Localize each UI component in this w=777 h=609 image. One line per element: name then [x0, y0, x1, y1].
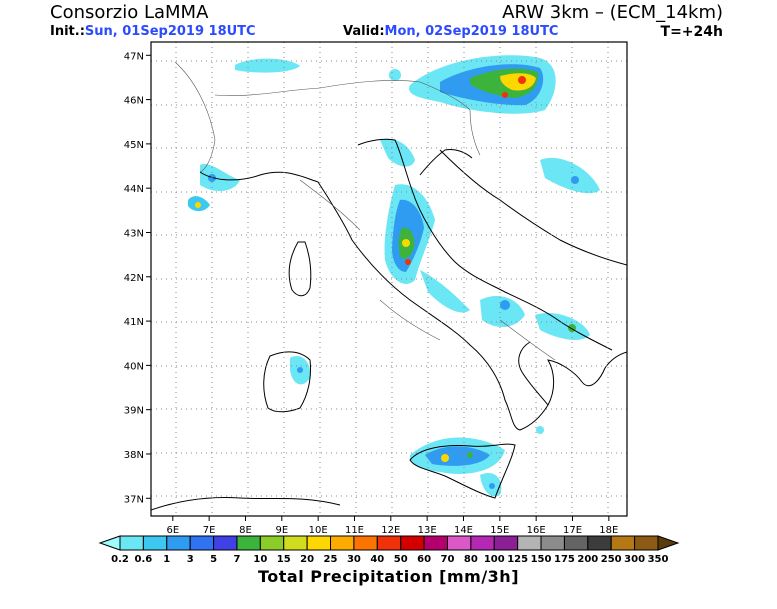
colorbar-label: 7 — [233, 554, 240, 565]
valid-time: Valid:Mon, 02Sep2019 18UTC — [343, 24, 558, 39]
colorbar-label: 20 — [300, 554, 314, 565]
colorbar-label: 30 — [347, 554, 361, 565]
valid-label: Valid: — [343, 24, 385, 39]
lon-tick-label: 17E — [563, 525, 582, 536]
init-time: Init.:Sun, 01Sep2019 18UTC — [50, 24, 256, 39]
colorbar-cell — [587, 535, 612, 551]
colorbar-cell — [283, 535, 308, 551]
colorbar-cell — [236, 535, 261, 551]
lat-tick-label: 37N — [124, 494, 144, 505]
lead-time: T=+24h — [660, 24, 723, 40]
lon-tick-label: 16E — [527, 525, 546, 536]
colorbar-label: 3 — [187, 554, 194, 565]
valid-value: Mon, 02Sep2019 18UTC — [384, 24, 559, 39]
colorbar-cell — [634, 535, 659, 551]
colorbar-label: 250 — [601, 554, 622, 565]
colorbar-arrow-high — [657, 535, 680, 551]
colorbar-title: Total Precipitation [mm/3h] — [257, 567, 520, 586]
lat-tick-label: 41N — [124, 317, 144, 328]
model-title: ARW 3km – (ECM_14km) — [502, 2, 723, 23]
colorbar-cell — [189, 535, 215, 551]
colorbar-label: 175 — [554, 554, 575, 565]
colorbar-label: 350 — [648, 554, 669, 565]
lon-tick-label: 9E — [275, 525, 288, 536]
colorbar-label: 0.6 — [135, 554, 153, 565]
lon-tick-label: 7E — [203, 525, 216, 536]
colorbar-label: 5 — [210, 554, 217, 565]
borders — [174, 61, 556, 361]
lon-tick-label: 12E — [381, 525, 400, 536]
latitude-axis: 47N 46N 45N 44N 43N 42N 41N 40N 39N 38N 37N — [124, 51, 151, 505]
colorbar-label: 200 — [577, 554, 598, 565]
precipitation-field — [188, 55, 600, 497]
lat-tick-label: 45N — [124, 140, 144, 151]
colorbar-cell — [563, 535, 589, 551]
colorbar-cell — [540, 535, 565, 551]
colorbar-cell — [517, 535, 542, 551]
lat-tick-label: 43N — [124, 228, 144, 239]
colorbar-cell — [306, 535, 332, 551]
colorbar-label: 60 — [417, 554, 431, 565]
lat-tick-label: 44N — [124, 184, 144, 195]
graticule — [151, 42, 627, 516]
organization-title: Consorzio LaMMA — [50, 2, 209, 23]
colorbar-cell — [493, 535, 519, 551]
colorbar-cell — [142, 535, 168, 551]
colorbar-label: 150 — [531, 554, 552, 565]
map-content — [151, 42, 627, 516]
colorbar-labels: 0.2 0.6 1 3 5 7 10 15 20 25 30 40 50 60 70 80 100 125 150 1… — [111, 554, 668, 565]
colorbar-label: 70 — [441, 554, 455, 565]
coastlines — [151, 138, 627, 511]
colorbar-cell — [259, 535, 285, 551]
lat-tick-label: 42N — [124, 273, 144, 284]
lon-tick-label: 14E — [454, 525, 473, 536]
lon-tick-label: 13E — [418, 525, 437, 536]
lat-tick-label: 38N — [124, 450, 144, 461]
colorbar-cell — [446, 535, 472, 551]
colorbar-label: 100 — [484, 554, 505, 565]
colorbar-cell — [119, 535, 144, 551]
colorbar-cell — [330, 535, 355, 551]
lat-tick-label: 46N — [124, 96, 144, 107]
colorbar-label: 125 — [507, 554, 528, 565]
colorbar-label: 1 — [163, 554, 170, 565]
colorbar-label: 15 — [277, 554, 291, 565]
colorbar-cell — [470, 535, 495, 551]
lat-tick-label: 39N — [124, 406, 144, 417]
colorbar-arrow-low — [98, 535, 121, 551]
colorbar-cell — [353, 535, 378, 551]
colorbar-cell — [610, 535, 636, 551]
colorbar-label: 300 — [624, 554, 645, 565]
lon-tick-label: 6E — [166, 525, 179, 536]
colorbar-label: 0.2 — [111, 554, 129, 565]
map-background — [151, 42, 627, 516]
colorbar-cell — [423, 535, 448, 551]
colorbar — [98, 535, 680, 551]
map-frame — [150, 41, 628, 517]
lon-tick-label: 8E — [239, 525, 252, 536]
colorbar-cell — [213, 535, 238, 551]
colorbar-label: 50 — [394, 554, 408, 565]
lon-tick-label: 15E — [490, 525, 509, 536]
lon-tick-label: 18E — [599, 525, 618, 536]
colorbar-label: 40 — [370, 554, 384, 565]
lon-tick-label: 11E — [345, 525, 364, 536]
colorbar-label: 80 — [464, 554, 478, 565]
colorbar-cell — [166, 535, 191, 551]
init-label: Init.: — [50, 24, 85, 39]
longitude-axis: 6E 7E 8E 9E 10E 11E 12E 13E 14E 15E 16E 17E 18E — [166, 516, 618, 536]
colorbar-label: 10 — [253, 554, 267, 565]
lat-tick-label: 47N — [124, 51, 144, 62]
lon-tick-label: 10E — [309, 525, 328, 536]
colorbar-cell — [400, 535, 425, 551]
init-value: Sun, 01Sep2019 18UTC — [84, 24, 256, 39]
colorbar-label: 25 — [324, 554, 338, 565]
colorbar-cell — [376, 535, 402, 551]
lat-tick-label: 40N — [124, 361, 144, 372]
